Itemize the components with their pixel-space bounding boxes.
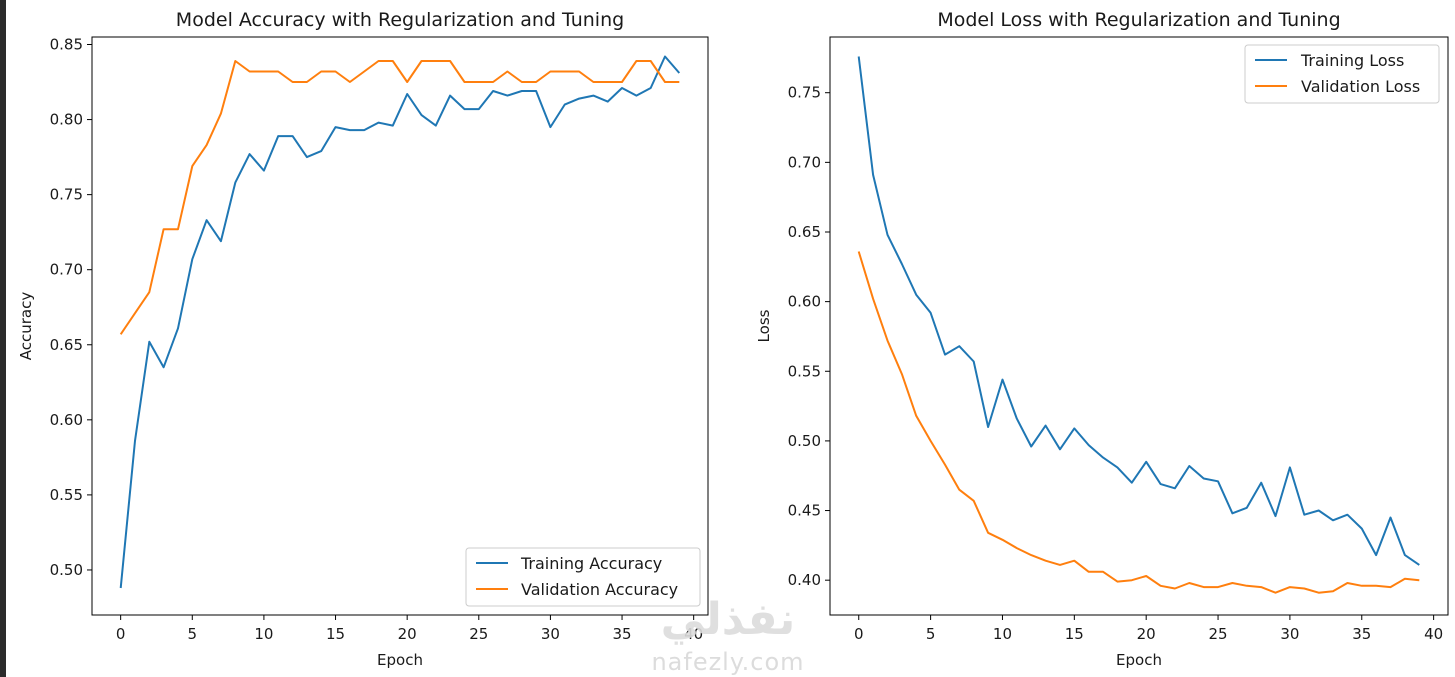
accuracy-y-tick-label: 0.80 [50,111,83,129]
loss-y-tick-label: 0.70 [788,153,821,171]
loss-y-tick-label: 0.55 [788,362,821,380]
loss-x-tick-label: 40 [1424,625,1443,643]
loss-series-training-line [857,56,1420,566]
accuracy-y-tick-label: 0.60 [50,411,83,429]
accuracy-y-axis-label: Accuracy [17,292,35,361]
accuracy-plot-area [91,36,709,616]
accuracy-x-tick-label: 5 [188,625,198,643]
loss-legend-box [1244,44,1440,104]
accuracy-chart-title: Model Accuracy with Regularization and T… [176,9,624,31]
accuracy-y-tick-label: 0.65 [50,336,83,354]
loss-x-tick-label: 0 [854,625,864,643]
loss-x-tick-label: 10 [993,625,1012,643]
loss-plot-area [829,36,1449,616]
watermark-latin-text: nafezly.com [651,648,804,676]
accuracy-legend-label-validation: Validation Accuracy [521,580,678,599]
accuracy-x-axis-label: Epoch [377,651,423,669]
window-edge [0,0,6,677]
accuracy-legend-label-training: Training Accuracy [520,554,662,573]
loss-y-tick-label: 0.45 [788,502,821,520]
accuracy-series-lines [119,55,681,589]
loss-x-tick-label: 35 [1352,625,1371,643]
loss-y-tick-label: 0.60 [788,293,821,311]
accuracy-x-tick-label: 30 [541,625,560,643]
accuracy-legend-box [465,547,701,607]
accuracy-x-tick-label: 35 [612,625,631,643]
accuracy-legend: Training Accuracy Validation Accuracy [465,547,701,607]
loss-ticks: 0 5 10 15 20 25 30 35 40 0.40 0.45 0.50 0.55 0.60 0.65… [788,84,1444,643]
loss-y-axis-label: Loss [755,309,773,342]
accuracy-y-tick-label: 0.85 [50,36,83,54]
watermark-arabic-text: نفذلي [661,594,796,645]
accuracy-y-tick-label: 0.55 [50,486,83,504]
loss-legend-label-validation: Validation Loss [1301,77,1420,96]
loss-y-tick-label: 0.75 [788,84,821,102]
accuracy-series-training-line [119,55,681,589]
accuracy-x-tick-label: 0 [116,625,126,643]
accuracy-series-validation-line [119,60,680,335]
loss-x-tick-label: 5 [926,625,936,643]
loss-x-tick-label: 20 [1137,625,1156,643]
loss-legend-label-training: Training Loss [1300,51,1404,70]
loss-x-tick-label: 15 [1065,625,1084,643]
watermark-logo: نفذلي nafezly.com [651,594,804,676]
accuracy-y-tick-label: 0.75 [50,186,83,204]
accuracy-chart: Model Accuracy with Regularization and T… [17,9,709,669]
accuracy-x-tick-label: 25 [469,625,488,643]
loss-legend: Training Loss Validation Loss [1244,44,1440,104]
loss-series-lines [857,56,1420,594]
accuracy-y-tick-label: 0.70 [50,261,83,279]
accuracy-x-tick-label: 10 [254,625,273,643]
loss-y-tick-label: 0.50 [788,432,821,450]
loss-x-axis-label: Epoch [1116,651,1162,669]
loss-chart: Model Loss with Regularization and Tunin… [755,9,1449,669]
loss-series-validation-line [857,251,1420,594]
accuracy-ticks: 0 5 10 15 20 25 30 35 40 0.50 0.55 0.60 0.65 0.70 0.75… [50,36,704,643]
accuracy-y-tick-label: 0.50 [50,561,83,579]
accuracy-x-tick-label: 15 [326,625,345,643]
loss-y-tick-label: 0.65 [788,223,821,241]
loss-chart-title: Model Loss with Regularization and Tunin… [937,9,1340,31]
loss-x-tick-label: 30 [1280,625,1299,643]
accuracy-x-tick-label: 20 [398,625,417,643]
accuracy-x-tick-label: 40 [684,625,703,643]
loss-x-tick-label: 25 [1208,625,1227,643]
loss-y-tick-label: 0.40 [788,571,821,589]
